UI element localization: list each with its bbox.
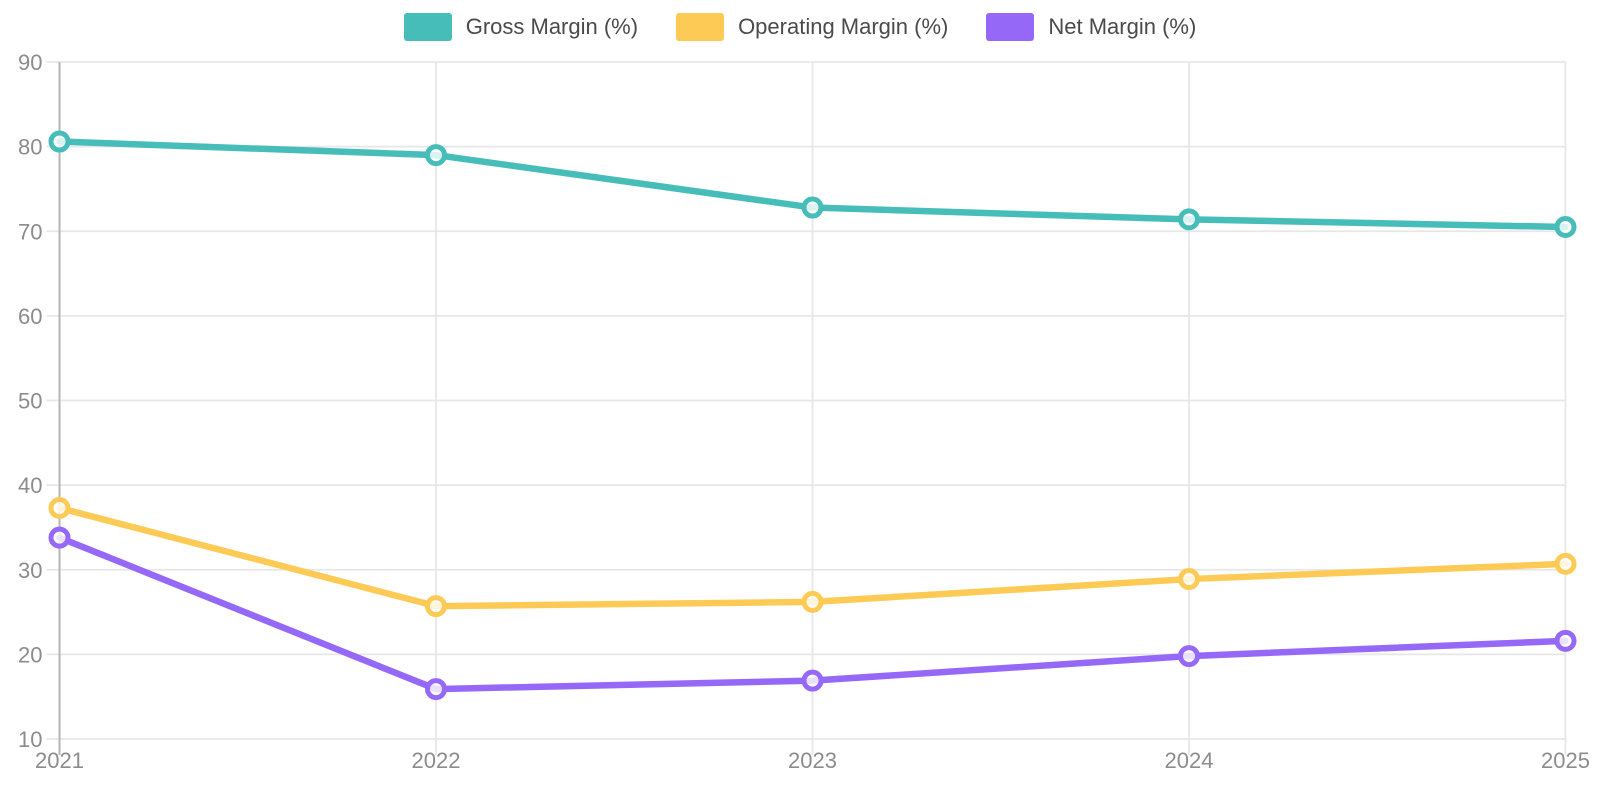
data-point-gross-margin-2024[interactable] <box>1178 208 1200 231</box>
y-tick-label: 70 <box>18 219 42 244</box>
data-point-net-margin-2021[interactable] <box>48 526 71 549</box>
data-point-net-margin-2024[interactable] <box>1178 645 1200 668</box>
legend-item-label: Operating Margin (%) <box>738 14 949 39</box>
y-tick-label: 20 <box>18 642 42 667</box>
legend-swatch-icon <box>986 13 1035 41</box>
data-point-operating-margin-2025[interactable] <box>1554 552 1577 575</box>
data-point-operating-margin-2023[interactable] <box>801 590 824 613</box>
y-tick-label: 90 <box>18 50 42 75</box>
x-tick-label: 2025 <box>1541 748 1590 773</box>
x-tick-label: 2021 <box>35 748 84 773</box>
legend-item-gross-margin[interactable]: Gross Margin (%) <box>403 13 639 41</box>
y-tick-label: 50 <box>18 389 42 414</box>
series-operating-margin <box>48 496 1577 618</box>
chart-legend: Gross Margin (%) Operating Margin (%) Net … <box>0 13 1600 41</box>
y-tick-label: 40 <box>18 473 42 498</box>
data-point-gross-margin-2021[interactable] <box>48 130 71 153</box>
y-gridlines <box>46 61 1566 740</box>
x-tick-label: 2023 <box>788 748 837 773</box>
y-tick-label: 10 <box>18 727 42 752</box>
data-point-gross-margin-2023[interactable] <box>801 196 824 219</box>
x-gridlines <box>435 62 1567 755</box>
y-tick-label: 80 <box>18 135 42 160</box>
data-point-gross-margin-2022[interactable] <box>425 144 447 167</box>
legend-swatch-icon <box>403 13 452 41</box>
data-point-operating-margin-2021[interactable] <box>48 496 71 519</box>
legend-item-label: Gross Margin (%) <box>465 14 639 39</box>
x-tick-labels: 2021 2022 2023 2024 2025 <box>35 748 1590 773</box>
y-tick-labels: 90 80 70 60 50 40 30 20 10 <box>18 50 42 752</box>
legend-item-net-margin[interactable]: Net Margin (%) <box>986 13 1196 41</box>
y-tick-label: 60 <box>18 304 42 329</box>
legend-item-label: Net Margin (%) <box>1048 14 1197 39</box>
legend-item-operating-margin[interactable]: Operating Margin (%) <box>676 13 948 41</box>
x-tick-label: 2024 <box>1165 748 1214 773</box>
x-tick-label: 2022 <box>412 748 461 773</box>
series-net-margin <box>48 526 1577 701</box>
data-point-net-margin-2022[interactable] <box>425 678 447 701</box>
y-tick-label: 30 <box>18 558 42 583</box>
data-point-net-margin-2025[interactable] <box>1554 629 1577 652</box>
data-point-gross-margin-2025[interactable] <box>1554 216 1577 239</box>
data-point-net-margin-2023[interactable] <box>801 669 824 692</box>
legend-swatch-icon <box>676 13 725 41</box>
series-gross-margin <box>48 130 1577 239</box>
data-point-operating-margin-2022[interactable] <box>425 595 447 618</box>
data-point-operating-margin-2024[interactable] <box>1178 568 1200 591</box>
